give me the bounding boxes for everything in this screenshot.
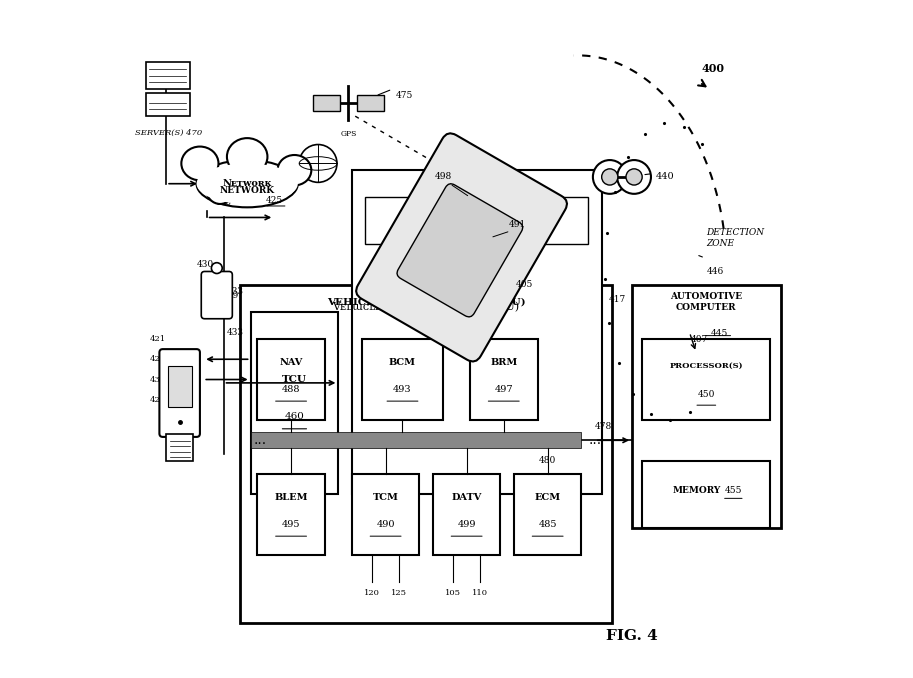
FancyBboxPatch shape bbox=[397, 184, 523, 317]
Bar bbox=[357, 94, 383, 111]
Text: 435: 435 bbox=[150, 376, 166, 384]
Circle shape bbox=[299, 144, 337, 182]
Text: 445: 445 bbox=[711, 329, 729, 338]
FancyBboxPatch shape bbox=[240, 285, 612, 622]
FancyBboxPatch shape bbox=[250, 312, 339, 494]
Text: 495: 495 bbox=[282, 520, 300, 530]
Text: GPS: GPS bbox=[341, 129, 357, 138]
Text: 482: 482 bbox=[468, 224, 486, 233]
Circle shape bbox=[212, 262, 222, 273]
Text: DATV: DATV bbox=[451, 493, 482, 502]
Text: 498: 498 bbox=[435, 172, 452, 182]
FancyBboxPatch shape bbox=[257, 474, 325, 555]
Text: MEMORY: MEMORY bbox=[672, 486, 720, 496]
Text: TCU: TCU bbox=[282, 375, 307, 384]
FancyBboxPatch shape bbox=[470, 339, 538, 420]
Text: ECM: ECM bbox=[535, 493, 561, 502]
FancyBboxPatch shape bbox=[166, 433, 194, 460]
Text: SENSORY SYSTEM: SENSORY SYSTEM bbox=[429, 211, 525, 220]
FancyBboxPatch shape bbox=[514, 474, 582, 555]
Text: TCM: TCM bbox=[373, 493, 399, 502]
Text: 433: 433 bbox=[227, 327, 244, 337]
Ellipse shape bbox=[196, 163, 298, 204]
Circle shape bbox=[617, 160, 651, 194]
Text: Vᴇʟɯᴄʟᴇ Cᴏɴᴛʀᴏʟʟᴇ Uɴɯᴛ (VCU): Vᴇʟɯᴄʟᴇ Cᴏɴᴛʀᴏʟʟᴇ Uɴɯᴛ (VCU) bbox=[332, 302, 519, 312]
Text: ...: ... bbox=[588, 433, 602, 447]
Text: DETECTION
ZONE: DETECTION ZONE bbox=[707, 228, 764, 247]
Ellipse shape bbox=[227, 138, 268, 175]
Text: 485: 485 bbox=[539, 520, 557, 530]
FancyBboxPatch shape bbox=[160, 349, 200, 437]
Circle shape bbox=[626, 169, 642, 185]
Text: 488: 488 bbox=[282, 385, 300, 394]
Text: 400: 400 bbox=[701, 64, 725, 75]
FancyBboxPatch shape bbox=[352, 170, 602, 494]
Text: NETWORK: NETWORK bbox=[220, 186, 275, 195]
Text: 455: 455 bbox=[725, 486, 742, 496]
FancyBboxPatch shape bbox=[642, 339, 771, 420]
Text: 481: 481 bbox=[493, 180, 514, 191]
Text: 478: 478 bbox=[595, 422, 613, 431]
Text: NAV: NAV bbox=[279, 358, 303, 367]
Text: 433: 433 bbox=[227, 287, 244, 296]
Text: 465: 465 bbox=[460, 303, 480, 312]
Text: BCM: BCM bbox=[389, 358, 416, 367]
FancyBboxPatch shape bbox=[365, 197, 588, 245]
Text: 423: 423 bbox=[150, 355, 166, 363]
Text: 491: 491 bbox=[509, 220, 526, 228]
Text: 497: 497 bbox=[495, 385, 513, 394]
Text: 405: 405 bbox=[515, 281, 532, 290]
Text: 430: 430 bbox=[215, 199, 232, 207]
Text: VPS: VPS bbox=[451, 184, 476, 195]
Ellipse shape bbox=[196, 160, 298, 207]
Text: 110: 110 bbox=[472, 589, 488, 597]
Text: 420: 420 bbox=[150, 396, 166, 404]
Circle shape bbox=[602, 169, 618, 185]
Text: ...: ... bbox=[254, 433, 268, 447]
Text: 475: 475 bbox=[395, 92, 413, 100]
Bar bbox=[250, 432, 582, 448]
Text: 499: 499 bbox=[457, 520, 476, 530]
Text: BLEM: BLEM bbox=[274, 493, 308, 502]
Text: 421: 421 bbox=[150, 335, 166, 343]
FancyBboxPatch shape bbox=[642, 460, 771, 528]
Bar bbox=[313, 94, 341, 111]
Text: 493: 493 bbox=[394, 385, 412, 394]
Text: 425: 425 bbox=[266, 196, 283, 205]
Text: 490: 490 bbox=[376, 520, 394, 530]
Text: Nᴇᴛᴡᴏʀᴋ: Nᴇᴛᴡᴏʀᴋ bbox=[223, 179, 272, 188]
FancyBboxPatch shape bbox=[433, 474, 500, 555]
Text: 460: 460 bbox=[285, 412, 304, 421]
Bar bbox=[146, 92, 190, 116]
Text: 430: 430 bbox=[196, 260, 214, 269]
FancyBboxPatch shape bbox=[362, 339, 443, 420]
Bar bbox=[167, 366, 192, 407]
Bar bbox=[146, 62, 190, 89]
Text: AUTOMOTIVE
COMPUTER: AUTOMOTIVE COMPUTER bbox=[670, 292, 742, 312]
FancyBboxPatch shape bbox=[356, 134, 567, 361]
Text: PROCESSOR(S): PROCESSOR(S) bbox=[669, 362, 743, 370]
Text: SERVER(S) 470: SERVER(S) 470 bbox=[134, 128, 202, 136]
Ellipse shape bbox=[206, 177, 234, 204]
Text: 105: 105 bbox=[446, 589, 461, 597]
Text: VEHICLE CONTROLS UNIT (VCU): VEHICLE CONTROLS UNIT (VCU) bbox=[327, 297, 525, 306]
Text: FIG. 4: FIG. 4 bbox=[606, 629, 658, 643]
Text: 480: 480 bbox=[539, 456, 556, 465]
Text: 417: 417 bbox=[608, 296, 625, 304]
Text: BRM: BRM bbox=[490, 358, 518, 367]
Text: 120: 120 bbox=[364, 589, 380, 597]
FancyBboxPatch shape bbox=[201, 271, 232, 319]
Text: 407: 407 bbox=[691, 334, 708, 344]
Circle shape bbox=[593, 160, 626, 194]
FancyBboxPatch shape bbox=[257, 339, 325, 420]
Text: 450: 450 bbox=[698, 390, 715, 399]
Text: 479: 479 bbox=[222, 291, 239, 300]
Text: 125: 125 bbox=[391, 589, 407, 597]
FancyBboxPatch shape bbox=[352, 474, 419, 555]
Ellipse shape bbox=[278, 155, 311, 185]
Ellipse shape bbox=[182, 146, 218, 180]
Text: 440: 440 bbox=[656, 172, 675, 182]
FancyBboxPatch shape bbox=[632, 285, 781, 528]
Text: 446: 446 bbox=[707, 267, 724, 276]
